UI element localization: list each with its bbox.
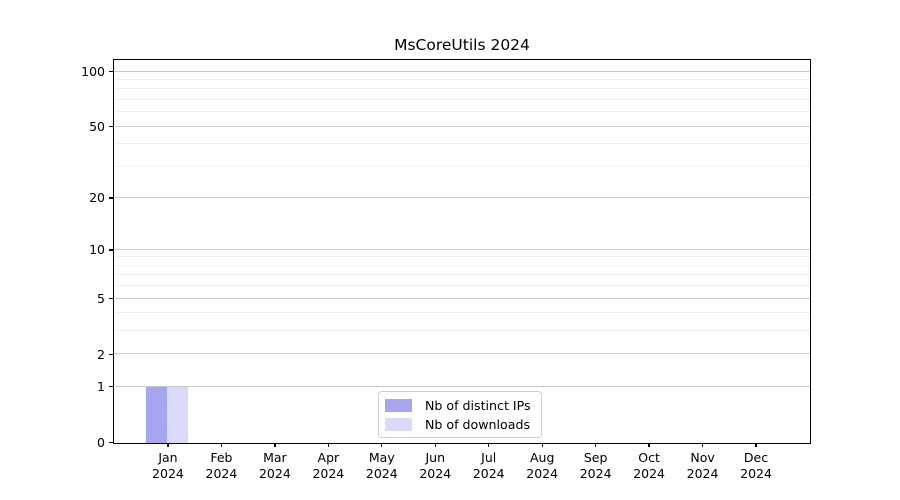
y-tick-mark (109, 441, 113, 444)
y-tick-mark (109, 297, 113, 300)
y-tick-label: 0 (97, 435, 105, 450)
gridline-minor (114, 264, 810, 266)
gridline-minor (114, 285, 810, 287)
y-tick-mark (109, 386, 113, 388)
legend: Nb of distinct IPs Nb of downloads (378, 391, 542, 438)
chart-title: MsCoreUtils 2024 (394, 36, 530, 54)
plot-area (113, 59, 811, 444)
bar-nb-of-downloads-jan (167, 387, 189, 443)
gridline-minor (114, 165, 810, 167)
gridline-major (114, 297, 810, 299)
x-tick-mark (327, 442, 329, 447)
legend-label: Nb of distinct IPs (425, 397, 531, 413)
gridline-major (114, 248, 810, 250)
legend-label: Nb of downloads (425, 416, 531, 432)
x-tick-mark (648, 442, 650, 447)
gridline-minor (114, 256, 810, 258)
y-tick-mark (109, 353, 113, 355)
x-tick-label: Mar 2024 (258, 450, 291, 481)
y-tick-label: 5 (97, 291, 105, 306)
x-tick-mark (541, 442, 543, 447)
gridline-minor (114, 312, 810, 314)
x-tick-label: Apr 2024 (312, 450, 345, 481)
x-tick-mark (167, 442, 169, 447)
gridline-minor (114, 88, 810, 90)
legend-entry-nb-of-downloads: Nb of downloads (385, 416, 531, 432)
gridline-minor (114, 79, 810, 80)
x-tick-mark (274, 442, 276, 447)
x-tick-mark (701, 442, 704, 447)
gridline-minor (114, 330, 810, 332)
gridline-major (114, 196, 810, 198)
gridline-minor (114, 143, 810, 145)
x-tick-mark (488, 442, 490, 447)
legend-swatch (385, 398, 412, 412)
y-tick-mark (109, 249, 113, 251)
x-tick-label: Sep 2024 (579, 450, 612, 481)
x-tick-label: Dec 2024 (740, 450, 772, 481)
y-tick-label: 20 (89, 190, 105, 206)
x-tick-label: Jul 2024 (472, 450, 505, 481)
x-tick-mark (381, 442, 383, 447)
x-tick-mark (434, 442, 436, 447)
x-tick-mark (595, 442, 597, 447)
gridline-minor (114, 111, 810, 113)
x-tick-mark (755, 442, 757, 447)
y-tick-mark (109, 125, 113, 128)
x-tick-label: Jun 2024 (419, 450, 452, 481)
y-tick-mark (109, 197, 113, 199)
y-tick-mark (109, 71, 113, 73)
x-tick-label: Feb 2024 (205, 450, 238, 481)
gridline-major (114, 70, 810, 72)
y-tick-label: 50 (89, 119, 105, 135)
x-tick-label: May 2024 (365, 450, 398, 481)
gridline-minor (114, 98, 810, 100)
x-tick-label: Oct 2024 (633, 450, 666, 481)
x-tick-mark (220, 442, 223, 447)
y-tick-label: 100 (81, 64, 105, 80)
gridline-major (114, 385, 810, 387)
x-tick-label: Aug 2024 (526, 450, 559, 481)
legend-swatch (385, 417, 412, 431)
y-tick-label: 1 (97, 379, 105, 395)
gridline-major (114, 125, 810, 127)
x-tick-label: Nov 2024 (686, 450, 719, 481)
legend-entry-nb-of-distinct-ips: Nb of distinct IPs (385, 397, 531, 413)
gridline-minor (114, 274, 810, 276)
bar-nb-of-distinct-ips-jan (146, 387, 168, 443)
y-tick-label: 10 (89, 242, 105, 258)
x-tick-label: Jan 2024 (152, 450, 184, 481)
gridline-major (114, 353, 810, 355)
y-tick-label: 2 (97, 346, 105, 362)
